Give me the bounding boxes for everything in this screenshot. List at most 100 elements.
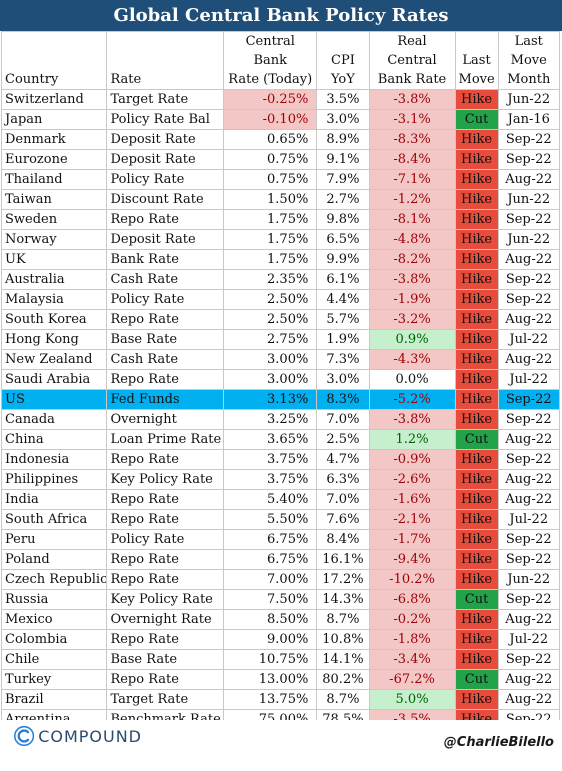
table-row: South Korea Repo Rate 2.50% 5.7% -3.2% Hike Au… — [0, 309, 561, 330]
cpi-cell: 8.3% — [316, 389, 370, 410]
table-row: Australia Cash Rate 2.35% 6.1% -3.8% Hike Sep-… — [0, 269, 561, 290]
compound-logo: COMPOUND — [14, 721, 142, 751]
country-cell: Switzerland — [0, 89, 108, 110]
last-move-month-cell: Sep-22 — [497, 389, 561, 410]
table-row: Colombia Repo Rate 9.00% 10.8% -1.8% Hike Jul-… — [0, 629, 561, 650]
country-cell: Poland — [0, 549, 108, 570]
country-cell: US — [0, 389, 108, 410]
central-bank-rate-cell: 10.75% — [223, 649, 318, 670]
real-rate-cell: 0.9% — [368, 329, 456, 350]
last-move-cell: Hike — [454, 309, 499, 330]
last-move-month-cell: Aug-22 — [497, 349, 561, 370]
rate-name-cell: Deposit Rate — [106, 229, 225, 250]
cpi-cell: 7.0% — [316, 489, 370, 510]
rate-name-cell: Loan Prime Rate — [106, 429, 225, 450]
last-move-month-cell: Sep-22 — [497, 549, 561, 570]
rate-name-cell: Target Rate — [106, 89, 225, 110]
central-bank-rate-cell: -0.25% — [223, 89, 318, 110]
table-row: China Loan Prime Rate 3.65% 2.5% 1.2% Cut Aug-… — [0, 429, 561, 450]
last-move-cell: Hike — [454, 649, 499, 670]
last-move-month-cell: Aug-22 — [497, 609, 561, 630]
table-row: Switzerland Target Rate -0.25% 3.5% -3.8% Hik… — [0, 89, 561, 110]
rate-name-cell: Bank Rate — [106, 249, 225, 270]
central-bank-rate-cell: 7.00% — [223, 569, 318, 590]
rate-name-cell: Repo Rate — [106, 549, 225, 570]
table-row: Philippines Key Policy Rate 3.75% 6.3% -2.6%… — [0, 469, 561, 490]
rate-name-cell: Target Rate — [106, 689, 225, 710]
table-row: Mexico Overnight Rate 8.50% 8.7% -0.2% Hike Au… — [0, 609, 561, 630]
country-cell: Philippines — [0, 469, 108, 490]
rate-name-cell: Fed Funds — [106, 389, 225, 410]
table-row: Indonesia Repo Rate 3.75% 4.7% -0.9% Hike Sep-… — [0, 449, 561, 470]
cpi-cell: 80.2% — [316, 669, 370, 690]
last-move-month-cell: Sep-22 — [497, 289, 561, 310]
last-move-cell: Hike — [454, 249, 499, 270]
rate-name-cell: Overnight — [106, 409, 225, 430]
table-row: Turkey Repo Rate 13.00% 80.2% -67.2% Cut Aug-2… — [0, 669, 561, 690]
rate-name-cell: Repo Rate — [106, 369, 225, 390]
table-row: Chile Base Rate 10.75% 14.1% -3.4% Hike Sep-22 — [0, 649, 561, 670]
real-rate-cell: 5.0% — [368, 689, 456, 710]
central-bank-rate-cell: 2.50% — [223, 289, 318, 310]
header-real-rate: Real Central Bank Rate — [368, 31, 456, 90]
last-move-month-cell: Jul-22 — [497, 329, 561, 350]
table-row: US Fed Funds 3.13% 8.3% -5.2% Hike Sep-22 — [0, 389, 561, 410]
last-move-month-cell: Sep-22 — [497, 129, 561, 150]
central-bank-rate-cell: 1.75% — [223, 229, 318, 250]
cpi-cell: 17.2% — [316, 569, 370, 590]
rate-name-cell: Policy Rate — [106, 169, 225, 190]
country-cell: Czech Republic — [0, 569, 108, 590]
header-central-bank-rate: Central Bank Rate (Today) — [223, 31, 318, 90]
real-rate-cell: -4.8% — [368, 229, 456, 250]
rate-name-cell: Base Rate — [106, 649, 225, 670]
table-row: Norway Deposit Rate 1.75% 6.5% -4.8% Hike Jun-… — [0, 229, 561, 250]
country-cell: Australia — [0, 269, 108, 290]
country-cell: Brazil — [0, 689, 108, 710]
real-rate-cell: -3.8% — [368, 409, 456, 430]
cpi-cell: 7.9% — [316, 169, 370, 190]
central-bank-rate-cell: 2.50% — [223, 309, 318, 330]
cpi-cell: 8.7% — [316, 689, 370, 710]
country-cell: Canada — [0, 409, 108, 430]
last-move-month-cell: Aug-22 — [497, 669, 561, 690]
last-move-cell: Hike — [454, 349, 499, 370]
last-move-cell: Hike — [454, 149, 499, 170]
last-move-month-cell: Jun-22 — [497, 229, 561, 250]
last-move-month-cell: Sep-22 — [497, 409, 561, 430]
country-cell: Mexico — [0, 609, 108, 630]
last-move-cell: Hike — [454, 329, 499, 350]
rate-name-cell: Base Rate — [106, 329, 225, 350]
table-row: Russia Key Policy Rate 7.50% 14.3% -6.8% Cut S… — [0, 589, 561, 610]
last-move-cell: Hike — [454, 689, 499, 710]
table-row: New Zealand Cash Rate 3.00% 7.3% -4.3% Hike Au… — [0, 349, 561, 370]
country-cell: Russia — [0, 589, 108, 610]
last-move-cell: Hike — [454, 449, 499, 470]
table-row: Japan Policy Rate Bal -0.10% 3.0% -3.1% Cut Ja… — [0, 109, 561, 130]
central-bank-rate-cell: 1.75% — [223, 209, 318, 230]
last-move-month-cell: Aug-22 — [497, 429, 561, 450]
compound-logo-text: COMPOUND — [38, 726, 142, 746]
last-move-cell: Cut — [454, 429, 499, 450]
last-move-month-cell: Aug-22 — [497, 689, 561, 710]
central-bank-rate-cell: 1.75% — [223, 249, 318, 270]
last-move-month-cell: Jun-22 — [497, 569, 561, 590]
country-cell: Chile — [0, 649, 108, 670]
country-cell: UK — [0, 249, 108, 270]
table-row: Saudi Arabia Repo Rate 3.00% 3.0% 0.0% Hike Ju… — [0, 369, 561, 390]
last-move-cell: Hike — [454, 189, 499, 210]
country-cell: Japan — [0, 109, 108, 130]
table-row: Brazil Target Rate 13.75% 8.7% 5.0% Hike Aug-2… — [0, 689, 561, 710]
table-row: Poland Repo Rate 6.75% 16.1% -9.4% Hike Sep-22 — [0, 549, 561, 570]
author-handle: @CharlieBilello — [443, 735, 554, 750]
cpi-cell: 14.1% — [316, 649, 370, 670]
last-move-cell: Hike — [454, 529, 499, 550]
cpi-cell: 14.3% — [316, 589, 370, 610]
compound-c-logo-icon — [14, 725, 35, 747]
real-rate-cell: 0.0% — [368, 369, 456, 390]
rate-name-cell: Repo Rate — [106, 309, 225, 330]
rate-name-cell: Repo Rate — [106, 669, 225, 690]
rate-name-cell: Key Policy Rate — [106, 469, 225, 490]
country-cell: Indonesia — [0, 449, 108, 470]
real-rate-cell: -9.4% — [368, 549, 456, 570]
table-title: Global Central Bank Policy Rates — [0, 0, 562, 31]
